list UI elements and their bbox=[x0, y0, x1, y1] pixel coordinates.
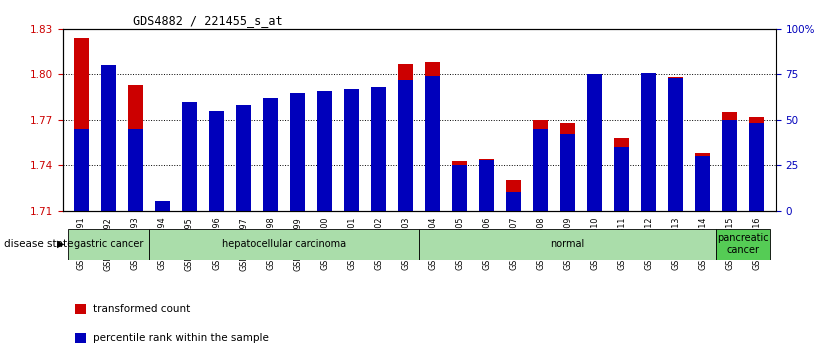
Bar bbox=[420, 229, 716, 260]
Text: disease state: disease state bbox=[4, 239, 73, 249]
Bar bbox=[155, 201, 170, 211]
Bar bbox=[149, 229, 420, 260]
Bar bbox=[68, 229, 149, 260]
Bar bbox=[209, 111, 224, 211]
Bar bbox=[290, 93, 305, 211]
Bar bbox=[641, 74, 656, 211]
Bar bbox=[182, 126, 197, 211]
Bar bbox=[209, 130, 224, 211]
Bar bbox=[425, 62, 440, 211]
Bar bbox=[101, 108, 116, 211]
Text: ▶: ▶ bbox=[57, 239, 64, 249]
Bar bbox=[74, 38, 89, 211]
Bar bbox=[696, 153, 710, 211]
Bar bbox=[587, 74, 602, 211]
Bar bbox=[371, 111, 386, 211]
Bar bbox=[668, 78, 683, 211]
Bar bbox=[696, 156, 710, 211]
Text: transformed count: transformed count bbox=[93, 304, 190, 314]
Bar bbox=[182, 102, 197, 211]
Bar bbox=[452, 165, 467, 211]
Bar bbox=[236, 105, 251, 211]
Bar bbox=[317, 91, 332, 211]
Text: GDS4882 / 221455_s_at: GDS4882 / 221455_s_at bbox=[133, 15, 283, 28]
Bar bbox=[74, 129, 89, 211]
Text: pancreatic
cancer: pancreatic cancer bbox=[717, 233, 769, 255]
Bar bbox=[614, 147, 629, 211]
Bar bbox=[155, 208, 170, 211]
Bar bbox=[560, 134, 575, 211]
Bar bbox=[344, 112, 359, 211]
Bar bbox=[722, 120, 737, 211]
Bar bbox=[716, 229, 771, 260]
Bar bbox=[560, 123, 575, 211]
Text: normal: normal bbox=[550, 239, 585, 249]
Bar bbox=[371, 87, 386, 211]
Bar bbox=[128, 85, 143, 211]
Text: gastric cancer: gastric cancer bbox=[73, 239, 143, 249]
Bar bbox=[317, 114, 332, 211]
Bar bbox=[614, 138, 629, 211]
Bar bbox=[398, 64, 413, 211]
Bar bbox=[425, 76, 440, 211]
Bar bbox=[480, 159, 494, 211]
Text: percentile rank within the sample: percentile rank within the sample bbox=[93, 333, 269, 343]
Bar bbox=[587, 74, 602, 211]
Bar bbox=[506, 192, 521, 211]
Bar bbox=[641, 73, 656, 211]
Bar bbox=[749, 123, 764, 211]
Bar bbox=[263, 123, 278, 211]
Bar bbox=[668, 77, 683, 211]
Bar bbox=[722, 112, 737, 211]
Bar bbox=[452, 160, 467, 211]
Bar bbox=[290, 115, 305, 211]
Bar bbox=[480, 160, 494, 211]
Bar bbox=[236, 127, 251, 211]
Bar bbox=[398, 80, 413, 211]
Bar bbox=[533, 120, 548, 211]
Bar bbox=[263, 98, 278, 211]
Bar bbox=[344, 89, 359, 211]
Bar bbox=[506, 180, 521, 211]
Bar bbox=[533, 129, 548, 211]
Bar bbox=[128, 129, 143, 211]
Bar bbox=[749, 117, 764, 211]
Bar bbox=[101, 65, 116, 211]
Text: hepatocellular carcinoma: hepatocellular carcinoma bbox=[222, 239, 346, 249]
